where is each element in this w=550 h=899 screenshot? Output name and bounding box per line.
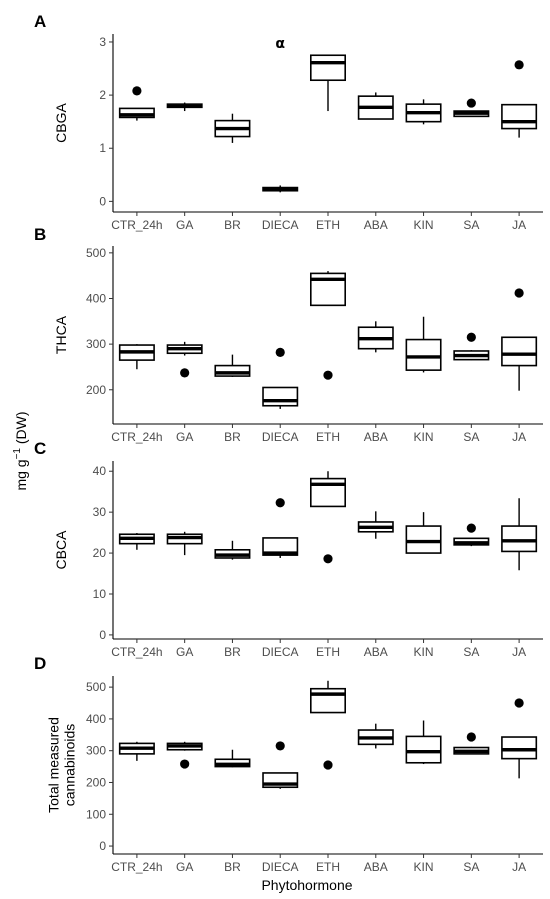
panel-d-x-tick-label-sa: SA — [463, 860, 479, 874]
panel-a-y-tick-label: 2 — [99, 88, 106, 102]
panel-c-label: C — [34, 439, 46, 458]
panel-c-y-tick-label: 40 — [93, 464, 107, 478]
panel-c-x-tick-label-ctr_24h: CTR_24h — [111, 645, 162, 659]
panel-c-y-tick-label: 20 — [93, 546, 107, 560]
panel-a-box-ja — [501, 103, 538, 130]
panel-a-x-tick-label-ga: GA — [176, 218, 193, 232]
panel-c-y-tick-label: 0 — [99, 628, 106, 642]
panel-d-y-tick-label: 0 — [99, 839, 106, 853]
panel-c-x-tick-label-aba: ABA — [364, 645, 388, 659]
panel-b-x-tick-label-ja: JA — [512, 430, 526, 444]
panel-a-y-tick-label: 0 — [99, 194, 106, 208]
panel-a-x-tick-label-aba: ABA — [364, 218, 388, 232]
panel-b-x-tick-label-ctr_24h: CTR_24h — [111, 430, 162, 444]
panel-d-y-tick-label: 500 — [86, 680, 106, 694]
panel-d-x-tick-label-eth: ETH — [316, 860, 340, 874]
panel-a-y-tick-label: 1 — [99, 141, 106, 155]
panel-a-y-axis-title: CBGA — [53, 103, 69, 143]
panel-d-x-tick-label-ja: JA — [512, 860, 526, 874]
panel-b-x-tick-label-br: BR — [224, 430, 241, 444]
panel-c-outlier-eth — [323, 554, 333, 564]
panel-b-outlier-ja — [514, 288, 524, 298]
panel-b-outlier-dieca — [275, 347, 285, 357]
panel-b-y-axis-title: THCA — [53, 315, 69, 354]
panel-a-label: A — [34, 12, 46, 31]
panel-b-y-tick-label: 400 — [86, 291, 106, 305]
panel-d-outlier-dieca — [275, 741, 285, 751]
panel-c-box-kin — [405, 525, 442, 554]
panel-b-y-tick-label: 500 — [86, 246, 106, 260]
panel-c-outlier-sa — [466, 523, 476, 533]
panel-c-x-tick-label-ga: GA — [176, 645, 193, 659]
shared-y-axis-title: mg g−1 (DW) — [12, 411, 29, 490]
panel-b-x-tick-label-aba: ABA — [364, 430, 388, 444]
panel-d-x-tick-label-ga: GA — [176, 860, 193, 874]
panel-a-x-tick-label-sa: SA — [463, 218, 479, 232]
panel-b-x-tick-label-kin: KIN — [414, 430, 434, 444]
panel-d-y-axis-title: Total measuredcannabinoids — [46, 717, 78, 813]
panel-c-x-tick-label-ja: JA — [512, 645, 526, 659]
panel-a-x-tick-label-ja: JA — [512, 218, 526, 232]
panel-c-x-tick-label-sa: SA — [463, 645, 479, 659]
panel-d-y-tick-label: 300 — [86, 744, 106, 758]
panel-b-outlier-ga — [180, 368, 190, 378]
panel-d-outlier-eth — [323, 760, 333, 770]
panel-b-y-tick-label: 200 — [86, 383, 106, 397]
panel-d-x-tick-label-br: BR — [224, 860, 241, 874]
panel-a-box-ctr_24h — [118, 107, 155, 119]
panel-c-x-tick-label-eth: ETH — [316, 645, 340, 659]
panel-d-y-tick-label: 100 — [86, 807, 106, 821]
panel-a-y-tick-label: 3 — [99, 35, 106, 49]
panel-d-outlier-ja — [514, 698, 524, 708]
panel-d-box-eth — [309, 687, 346, 714]
panel-d-x-tick-label-dieca: DIECA — [262, 860, 299, 874]
panel-d-x-tick-label-ctr_24h: CTR_24h — [111, 860, 162, 874]
panel-b-x-tick-label-sa: SA — [463, 430, 479, 444]
panel-b-y-tick-label: 300 — [86, 337, 106, 351]
panel-c-y-axis-title: CBCA — [53, 530, 69, 570]
panel-d-y-tick-label: 200 — [86, 775, 106, 789]
panel-d-outlier-sa — [466, 732, 476, 742]
panel-d-box-ja — [501, 736, 538, 760]
panel-c-box-dieca — [262, 537, 299, 556]
panel-b-outlier-sa — [466, 332, 476, 342]
panel-c-x-tick-label-dieca: DIECA — [262, 645, 299, 659]
panel-b-x-tick-label-eth: ETH — [316, 430, 340, 444]
panel-a-x-tick-label-br: BR — [224, 218, 241, 232]
panel-d-y-tick-label: 400 — [86, 712, 106, 726]
panel-b-outlier-eth — [323, 370, 333, 380]
panel-a-x-tick-label-eth: ETH — [316, 218, 340, 232]
panel-a-outlier-ja — [514, 60, 524, 70]
panel-d-x-tick-label-kin: KIN — [414, 860, 434, 874]
panel-a-box-eth — [309, 54, 346, 82]
panel-b-x-tick-label-dieca: DIECA — [262, 430, 299, 444]
panel-c-box-ja — [501, 525, 538, 553]
panel-c-x-tick-label-br: BR — [224, 645, 241, 659]
panel-c-x-tick-label-kin: KIN — [414, 645, 434, 659]
panel-c-y-tick-label: 30 — [93, 505, 107, 519]
panel-b-box-dieca — [262, 386, 299, 407]
panel-d-x-tick-label-aba: ABA — [364, 860, 388, 874]
panel-c-y-tick-label: 10 — [93, 587, 107, 601]
panel-b-box-br — [214, 364, 251, 377]
panel-a-annotation: α — [275, 36, 285, 52]
panel-a-x-tick-label-ctr_24h: CTR_24h — [111, 218, 162, 232]
panel-b-box-kin — [405, 338, 442, 371]
panel-b-label: B — [34, 225, 46, 244]
panel-a-x-tick-label-kin: KIN — [414, 218, 434, 232]
panel-a-x-tick-label-dieca: DIECA — [262, 218, 299, 232]
panel-c-outlier-dieca — [275, 498, 285, 508]
panel-d-outlier-ga — [180, 759, 190, 769]
panel-d-label: D — [34, 654, 46, 673]
panel-d-box-kin — [405, 735, 442, 764]
x-axis-title: Phytohormone — [261, 877, 352, 893]
panel-b-x-tick-label-ga: GA — [176, 430, 193, 444]
panel-b-box-ja — [501, 336, 538, 367]
panel-a-outlier-sa — [466, 98, 476, 108]
panel-a-outlier-ctr_24h — [132, 86, 142, 96]
